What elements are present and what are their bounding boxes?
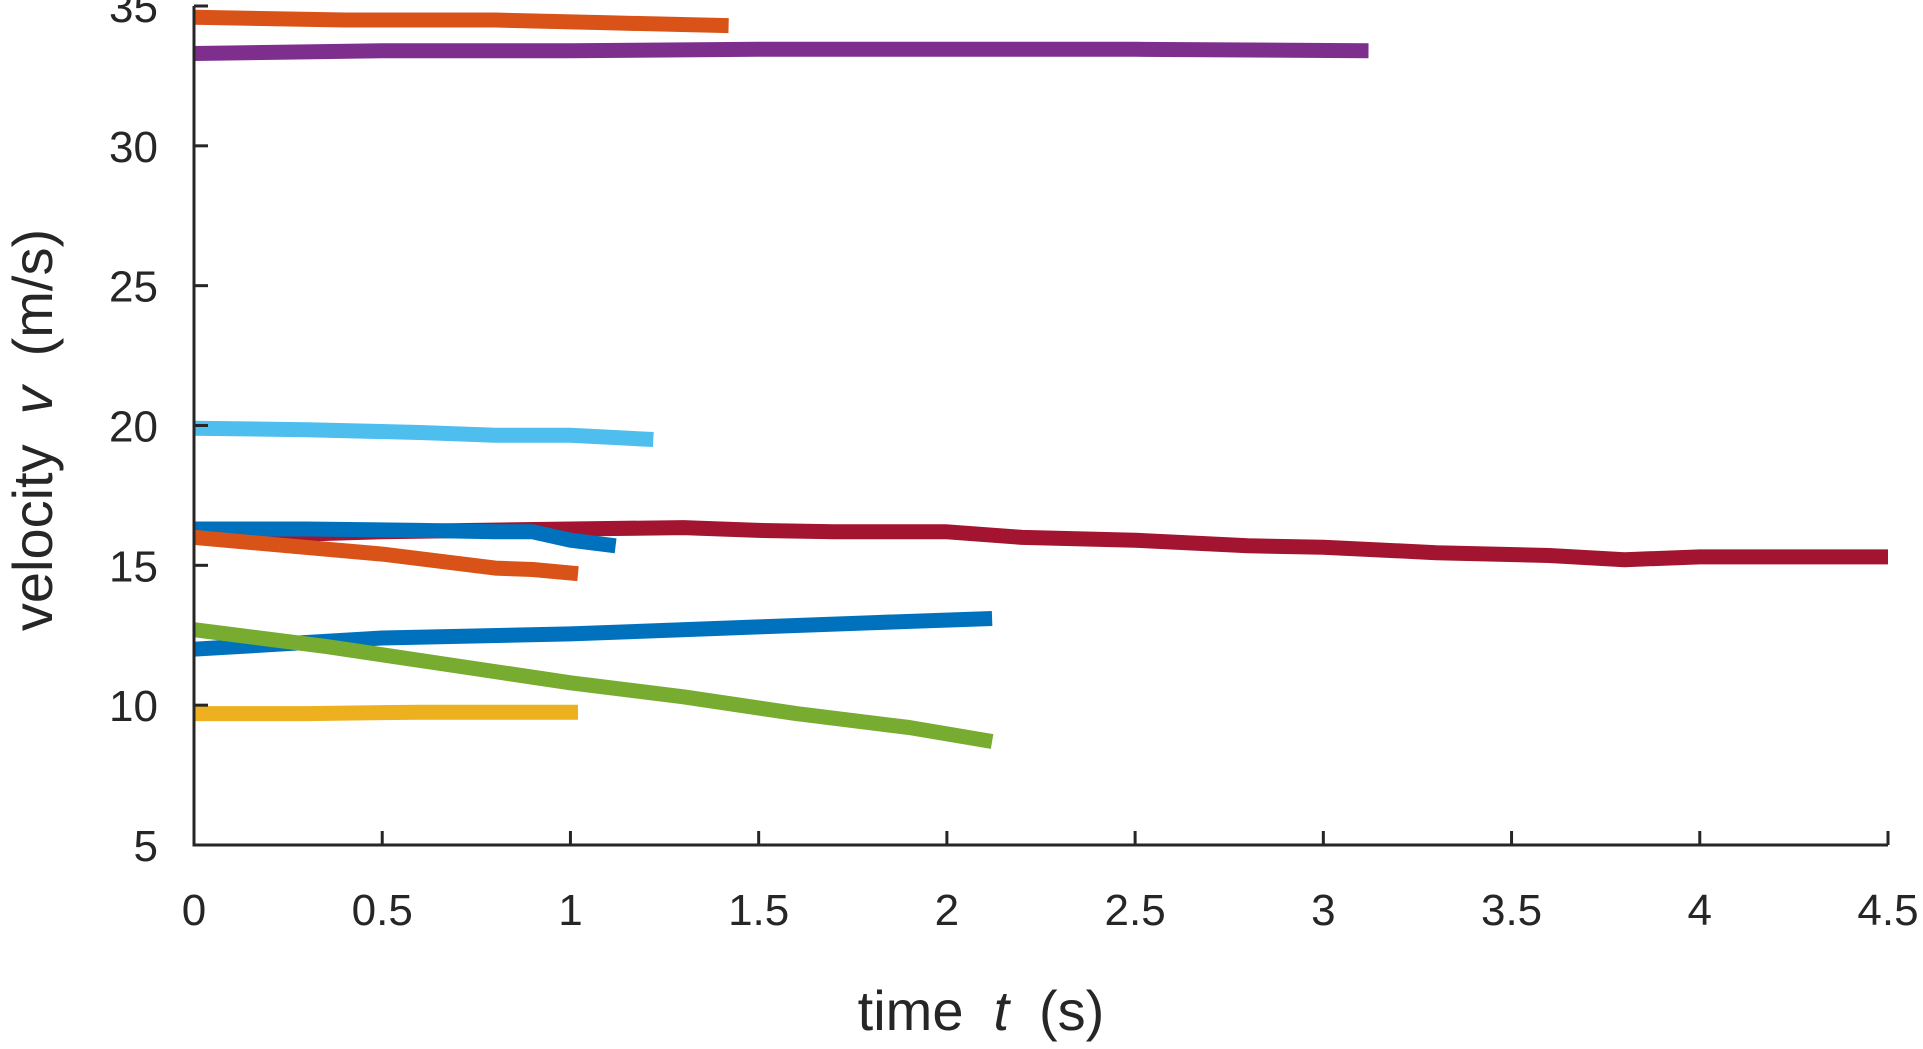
x-tick-label: 0.5 — [352, 886, 413, 935]
x-tick-label: 3.5 — [1481, 886, 1542, 935]
series-line-orange-top — [193, 9, 729, 34]
series-line-dark-red — [193, 520, 1888, 568]
x-tick-label: 4 — [1688, 886, 1712, 935]
x-tick-label: 4.5 — [1857, 886, 1918, 935]
series-line-blue-long — [193, 611, 993, 657]
x-tick-label: 2 — [935, 886, 959, 935]
x-axis-label-prefix: time — [858, 979, 964, 1042]
x-tick-label: 3 — [1311, 886, 1335, 935]
series-line-purple — [193, 41, 1369, 61]
y-tick-label: 30 — [109, 123, 158, 172]
series-layer — [193, 9, 1888, 749]
y-tick-label: 25 — [109, 263, 158, 312]
x-axis-ticks: 0 0.5 1 1.5 2 2.5 3 3.5 4 4.5 — [182, 831, 1919, 935]
x-tick-label: 0 — [182, 886, 206, 935]
x-axis-label: time t (s) — [858, 979, 1105, 1042]
y-axis-label-unit: (m/s) — [1, 229, 64, 357]
series-line-green — [193, 622, 994, 749]
y-axis-label-prefix: velocity — [1, 444, 64, 631]
series-line-light-blue — [193, 420, 654, 447]
y-axis-label: velocity v (m/s) — [1, 229, 64, 631]
y-axis-label-symbol: v — [1, 383, 64, 414]
x-tick-label: 1 — [558, 886, 582, 935]
x-axis-label-unit: (s) — [1039, 979, 1104, 1042]
x-tick-label: 1.5 — [728, 886, 789, 935]
y-axis-ticks: 5 10 15 20 25 30 35 — [109, 0, 208, 871]
x-tick-label: 2.5 — [1105, 886, 1166, 935]
x-axis-label-symbol: t — [993, 979, 1011, 1042]
series-line-blue-short — [194, 521, 617, 554]
series-line-yellow — [194, 704, 578, 722]
y-tick-label: 10 — [109, 682, 158, 731]
series-line-orange-mid — [193, 529, 579, 582]
y-tick-label: 35 — [109, 0, 158, 32]
y-tick-label: 20 — [109, 403, 158, 452]
y-tick-label: 15 — [109, 542, 158, 591]
y-tick-label: 5 — [134, 822, 158, 871]
